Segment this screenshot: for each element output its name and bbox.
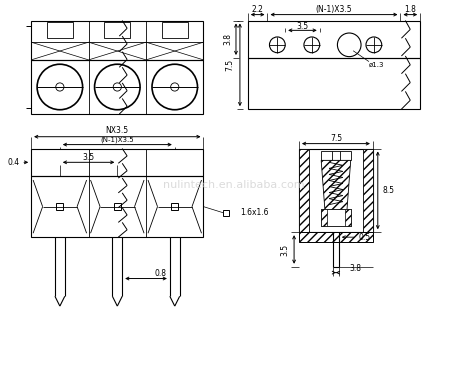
Circle shape [95, 64, 140, 110]
Text: 3.5: 3.5 [281, 243, 290, 255]
Bar [162, 22, 188, 38]
Bar [31, 20, 204, 60]
Circle shape [304, 37, 320, 53]
Bar [31, 149, 204, 176]
Text: 2.2: 2.2 [252, 5, 264, 14]
Polygon shape [321, 160, 351, 213]
Text: (N-1)X3.5: (N-1)X3.5 [100, 137, 134, 143]
Circle shape [113, 83, 121, 91]
Text: 0.4: 0.4 [8, 158, 20, 167]
Text: nulintech.en.alibaba.com: nulintech.en.alibaba.com [163, 180, 305, 190]
Bar [105, 22, 130, 38]
Polygon shape [321, 209, 327, 226]
Text: 7.5: 7.5 [226, 59, 234, 71]
Circle shape [171, 83, 179, 91]
Text: 0.5: 0.5 [358, 233, 371, 242]
Bar [31, 176, 204, 237]
Text: (N-1)X3.5: (N-1)X3.5 [316, 5, 352, 14]
Text: 3.5: 3.5 [83, 153, 95, 162]
Circle shape [152, 64, 197, 110]
Text: 1.6x1.6: 1.6x1.6 [241, 208, 269, 217]
Bar [171, 203, 178, 210]
Text: 7.5: 7.5 [330, 134, 342, 143]
Text: 1.8: 1.8 [404, 5, 416, 14]
Text: ø1.3: ø1.3 [369, 61, 385, 67]
Polygon shape [345, 209, 351, 226]
Bar [114, 203, 121, 210]
Circle shape [337, 33, 361, 57]
Polygon shape [363, 149, 373, 232]
Bar [248, 20, 420, 58]
Polygon shape [299, 149, 309, 232]
Circle shape [270, 37, 285, 53]
Bar [223, 210, 229, 216]
Bar [56, 203, 63, 210]
Bar [299, 149, 373, 232]
Bar [321, 150, 351, 160]
Bar [47, 22, 73, 38]
Bar [31, 60, 204, 114]
Circle shape [366, 37, 382, 53]
Text: 3.8: 3.8 [349, 264, 362, 273]
Text: 3.5: 3.5 [296, 22, 309, 31]
Bar [248, 58, 420, 109]
Bar [321, 209, 351, 226]
Text: 3.8: 3.8 [224, 33, 233, 45]
Text: NX3.5: NX3.5 [106, 126, 129, 135]
Circle shape [37, 64, 83, 110]
Text: 0.8: 0.8 [155, 269, 167, 278]
Bar [299, 232, 373, 242]
Circle shape [56, 83, 64, 91]
Text: 8.5: 8.5 [383, 186, 394, 195]
